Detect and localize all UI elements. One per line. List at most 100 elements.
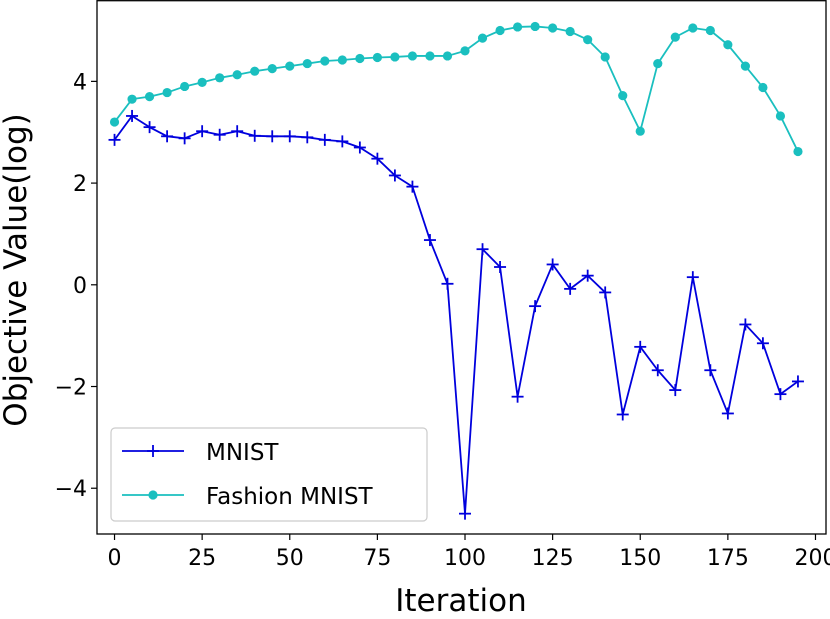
- data-point-mnist: [196, 125, 209, 138]
- data-point-mnist: [318, 133, 331, 146]
- data-point-mnist: [651, 364, 664, 377]
- y-tick-label: −2: [55, 376, 87, 401]
- data-point-fashion-mnist: [425, 51, 435, 61]
- data-point-fashion-mnist: [355, 53, 365, 64]
- data-point-mnist: [704, 364, 717, 377]
- data-point-fashion-mnist: [740, 61, 750, 71]
- data-point-fashion-mnist: [127, 94, 137, 104]
- data-point-mnist: [143, 121, 156, 134]
- x-tick-label: 0: [108, 546, 122, 571]
- data-point-mnist: [108, 133, 121, 146]
- data-point-fashion-mnist: [530, 21, 540, 32]
- data-point-mnist: [231, 125, 244, 138]
- data-point-mnist: [634, 340, 647, 353]
- data-point-mnist: [476, 243, 489, 256]
- data-point-fashion-mnist: [302, 58, 312, 69]
- data-point-mnist: [406, 180, 419, 193]
- data-point-fashion-mnist: [635, 126, 645, 136]
- data-point-mnist: [301, 131, 314, 144]
- series-line-fashion-mnist: [113, 25, 799, 152]
- data-point-fashion-mnist: [267, 64, 277, 74]
- data-point-fashion-mnist: [337, 55, 347, 65]
- x-tick-label: 50: [276, 546, 304, 571]
- x-tick-label: 150: [619, 546, 661, 571]
- data-point-fashion-mnist: [109, 117, 120, 127]
- axis-ticks: 0 25 50 75 100 125 150 175 200 −4 −2 0 2 4: [55, 70, 830, 571]
- data-point-mnist: [161, 130, 174, 143]
- data-point-fashion-mnist: [144, 92, 155, 102]
- data-point-mnist: [581, 269, 594, 282]
- data-point-fashion-mnist: [670, 32, 680, 42]
- data-point-fashion-mnist: [618, 91, 628, 101]
- data-point-mnist: [669, 384, 682, 397]
- data-point-mnist: [371, 152, 384, 165]
- data-point-mnist: [721, 407, 734, 420]
- data-point-fashion-mnist: [775, 111, 786, 121]
- data-point-mnist: [353, 141, 366, 154]
- legend-mnist-marker: [147, 445, 159, 457]
- data-point-mnist: [266, 130, 279, 143]
- data-point-fashion-mnist: [653, 58, 663, 69]
- legend-mnist-label: MNIST: [206, 440, 279, 466]
- y-tick-label: −4: [55, 477, 87, 502]
- y-tick-label: 2: [73, 172, 87, 197]
- data-point-mnist: [283, 130, 296, 143]
- data-point-mnist: [248, 129, 261, 142]
- data-point-mnist: [616, 408, 629, 421]
- data-point-fashion-mnist: [477, 33, 488, 43]
- data-point-mnist: [213, 128, 226, 141]
- data-point-fashion-mnist: [793, 146, 803, 157]
- data-point-mnist: [441, 277, 454, 290]
- x-tick-label: 75: [363, 546, 391, 571]
- data-point-fashion-mnist: [285, 61, 295, 71]
- data-point-mnist: [756, 337, 769, 350]
- data-point-mnist: [599, 286, 612, 299]
- data-point-fashion-mnist: [705, 25, 715, 36]
- data-point-fashion-mnist: [250, 66, 260, 76]
- x-axis-label: Iteration: [395, 583, 527, 619]
- data-point-fashion-mnist: [723, 40, 733, 50]
- data-point-mnist: [529, 300, 542, 313]
- data-point-mnist: [739, 318, 752, 331]
- data-point-fashion-mnist: [197, 77, 207, 87]
- x-tick-label: 175: [707, 546, 749, 571]
- data-point-fashion-mnist: [390, 52, 400, 62]
- data-point-fashion-mnist: [232, 70, 242, 80]
- data-point-mnist: [511, 390, 524, 403]
- data-point-mnist: [459, 507, 472, 520]
- data-point-fashion-mnist: [758, 82, 768, 93]
- data-point-mnist: [388, 169, 401, 182]
- data-point-fashion-mnist: [512, 22, 523, 32]
- data-point-fashion-mnist: [565, 26, 575, 37]
- data-point-mnist: [336, 135, 349, 148]
- data-point-fashion-mnist: [442, 51, 453, 61]
- plot-frame: [96, 0, 827, 535]
- data-point-mnist: [774, 388, 787, 401]
- series-layer: [108, 21, 804, 520]
- x-tick-label: 100: [444, 546, 486, 571]
- data-point-mnist: [423, 234, 436, 247]
- data-point-fashion-mnist: [215, 73, 225, 83]
- data-point-fashion-mnist: [548, 23, 558, 33]
- data-point-fashion-mnist: [320, 56, 330, 66]
- data-point-fashion-mnist: [600, 52, 610, 62]
- legend-fashion-mnist-label: Fashion MNIST: [206, 484, 374, 510]
- legend-frame: [110, 427, 428, 522]
- data-point-fashion-mnist: [495, 25, 505, 36]
- data-point-fashion-mnist: [460, 46, 470, 56]
- legend: MNIST Fashion MNIST: [110, 427, 428, 522]
- data-point-mnist: [494, 261, 507, 273]
- data-point-fashion-mnist: [180, 81, 190, 92]
- data-point-mnist: [178, 132, 191, 145]
- x-tick-label: 200: [794, 546, 830, 571]
- x-tick-label: 25: [188, 546, 216, 571]
- data-point-fashion-mnist: [583, 35, 593, 45]
- data-point-mnist: [686, 271, 699, 284]
- data-point-mnist: [564, 282, 577, 295]
- data-point-fashion-mnist: [162, 87, 172, 98]
- y-axis-label: Objective Value(log): [0, 113, 34, 426]
- data-point-fashion-mnist: [372, 52, 382, 63]
- data-point-mnist: [546, 258, 559, 271]
- data-point-fashion-mnist: [688, 23, 698, 33]
